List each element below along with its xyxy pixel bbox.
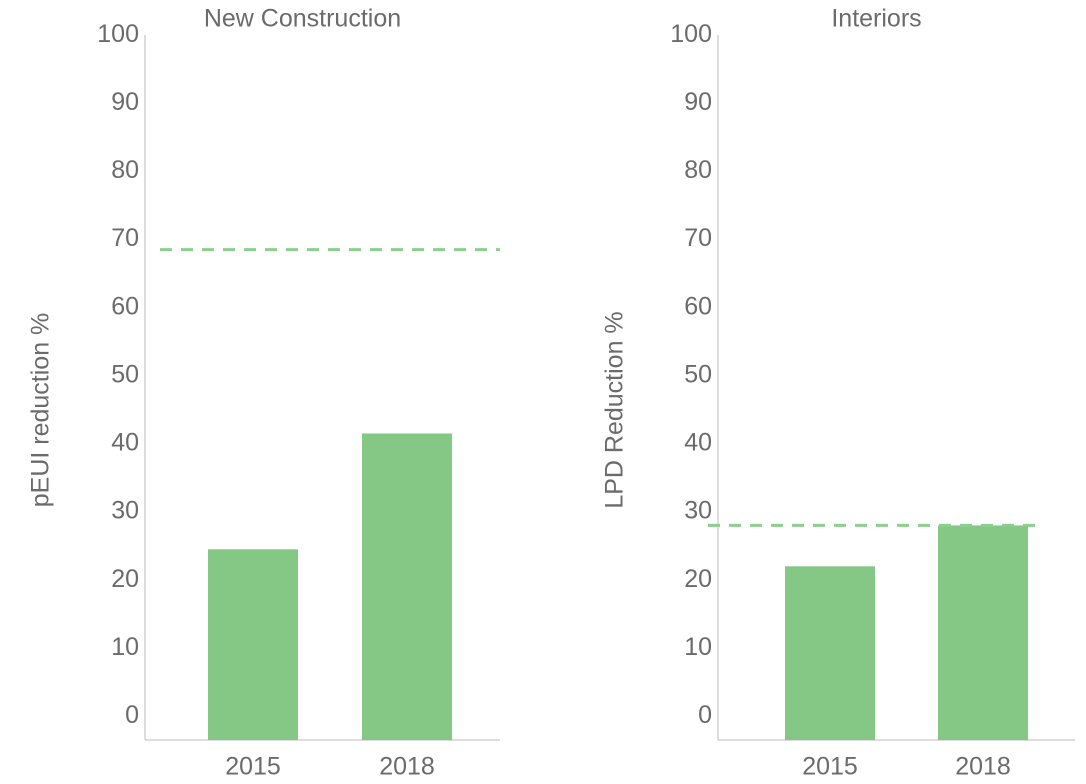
y-axis-label: LPD Reduction % (601, 311, 629, 508)
y-tick-label: 10 (111, 633, 139, 661)
bar (938, 525, 1028, 740)
y-tick-label: 30 (684, 497, 712, 525)
y-tick-label: 0 (698, 701, 712, 729)
y-tick-label: 70 (684, 224, 712, 252)
bar (208, 549, 298, 740)
x-tick-label: 2018 (955, 753, 1011, 781)
y-tick-label: 30 (111, 497, 139, 525)
y-tick-label: 90 (684, 88, 712, 116)
x-tick-label: 2018 (379, 753, 435, 781)
y-tick-label: 10 (684, 633, 712, 661)
y-tick-label: 70 (111, 224, 139, 252)
y-tick-label: 0 (125, 701, 139, 729)
y-axis-label: pEUI reduction % (27, 313, 55, 508)
y-tick-label: 100 (670, 20, 712, 48)
bar (362, 433, 452, 740)
y-tick-label: 40 (111, 429, 139, 457)
y-tick-label: 60 (684, 292, 712, 320)
y-tick-label: 40 (684, 429, 712, 457)
y-tick-label: 100 (97, 20, 139, 48)
y-tick-label: 90 (111, 88, 139, 116)
y-tick-label: 80 (684, 156, 712, 184)
x-tick-label: 2015 (802, 753, 858, 781)
chart-title: Interiors (831, 5, 921, 33)
chart-title: New Construction (204, 5, 401, 33)
bar (785, 566, 875, 740)
x-tick-label: 2015 (225, 753, 281, 781)
y-tick-label: 20 (684, 565, 712, 593)
y-tick-label: 50 (684, 360, 712, 388)
y-tick-label: 50 (111, 360, 139, 388)
y-tick-label: 80 (111, 156, 139, 184)
y-tick-label: 60 (111, 292, 139, 320)
y-tick-label: 20 (111, 565, 139, 593)
